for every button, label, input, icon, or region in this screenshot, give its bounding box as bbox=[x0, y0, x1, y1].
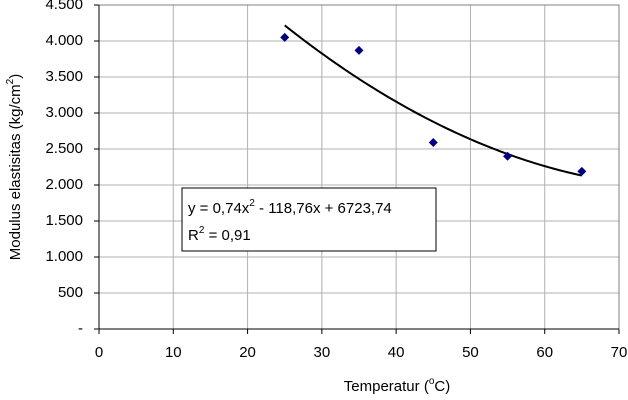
data-point bbox=[503, 151, 513, 161]
x-tick-label: 40 bbox=[388, 344, 405, 361]
r-squared-part: 2 bbox=[199, 225, 205, 236]
x-tick-label: 70 bbox=[611, 344, 628, 361]
data-point bbox=[280, 32, 290, 42]
y-tick-label: 1.000 bbox=[45, 248, 83, 265]
y-tick-label: 3.000 bbox=[45, 104, 83, 121]
y-tick-label: 3.500 bbox=[45, 68, 83, 85]
x-tick-label: 50 bbox=[462, 344, 479, 361]
data-point bbox=[577, 166, 587, 176]
equation-box bbox=[181, 187, 437, 252]
y-tick-label: 1.500 bbox=[45, 212, 83, 229]
y-tick-label: 4.500 bbox=[45, 0, 83, 13]
trendline bbox=[284, 24, 583, 177]
r-squared-part: = 0,91 bbox=[204, 227, 250, 244]
y-tick-label: 2.000 bbox=[45, 176, 83, 193]
y-axis-label: Modulus elastisitas (kg/cm2) bbox=[5, 74, 24, 260]
r-squared: R2 = 0,91 bbox=[188, 225, 251, 244]
y-tick-label: 4.000 bbox=[45, 32, 83, 49]
x-axis-label: Temperatur (oC) bbox=[344, 376, 450, 395]
x-tick-label: 60 bbox=[536, 344, 553, 361]
x-tick-label: 0 bbox=[95, 344, 103, 361]
data-point bbox=[354, 45, 364, 55]
x-tick-label: 30 bbox=[314, 344, 331, 361]
r-squared-part: R bbox=[188, 227, 199, 244]
y-tick-label: 2.500 bbox=[45, 140, 83, 157]
trendline-equation: y = 0,74x2 - 118,76x + 6723,74 bbox=[188, 198, 392, 217]
trendline-equation-part: - 118,76x + 6723,74 bbox=[255, 200, 392, 217]
trendline-equation-part: y = 0,74x bbox=[188, 200, 250, 217]
x-tick-label: 10 bbox=[165, 344, 182, 361]
y-tick-label: 500 bbox=[58, 284, 83, 301]
y-tick-label: - bbox=[78, 320, 83, 337]
trendline-equation-part: 2 bbox=[249, 198, 255, 209]
x-tick-label: 20 bbox=[239, 344, 256, 361]
data-point bbox=[428, 138, 438, 148]
